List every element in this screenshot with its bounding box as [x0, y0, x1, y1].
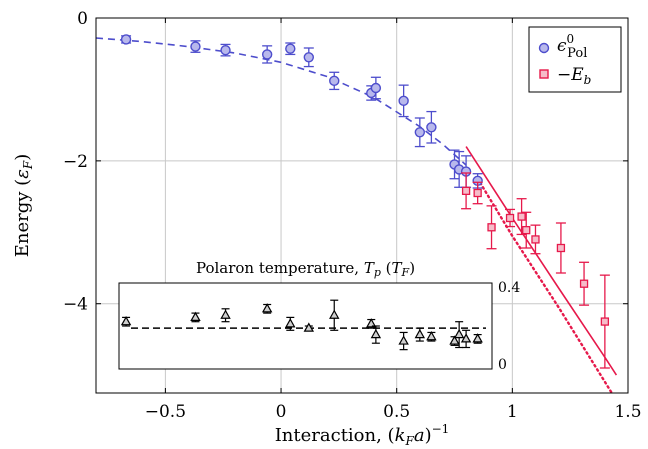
- inset-triangle-point: [449, 335, 460, 345]
- inset-title-part: (: [381, 259, 392, 277]
- inset-triangle-point: [398, 335, 409, 345]
- binding-point: [556, 243, 566, 253]
- y-axis-label-close: ): [12, 154, 33, 161]
- polaron-point: [329, 75, 340, 87]
- x-tick-label: 0.5: [383, 402, 410, 422]
- polaron-point: [398, 95, 409, 107]
- binding-point: [461, 186, 471, 196]
- legend-label-binding-sub: b: [584, 73, 592, 87]
- binding-point: [473, 188, 482, 198]
- y-axis-label-sub: F: [21, 160, 35, 170]
- y-tick-label: 0: [77, 9, 88, 29]
- polaron-point: [303, 52, 314, 63]
- inset-title-part: p: [374, 266, 381, 279]
- legend-box: [528, 26, 622, 93]
- inset-panel: Polaron temperature, Tp (TF)00.4: [118, 259, 520, 373]
- polaron-point: [120, 34, 132, 45]
- legend-marker-binding: [539, 69, 549, 79]
- inset-tick-label: 0: [498, 357, 507, 373]
- inset-triangle-point: [453, 328, 465, 339]
- binding-point: [579, 279, 589, 288]
- binding-theory-dotted: [476, 177, 613, 393]
- inset-title-part: F: [401, 266, 410, 279]
- inset-triangle-point: [190, 311, 201, 321]
- theory-curves: [95, 37, 618, 393]
- binding-point: [487, 223, 496, 232]
- inset-triangle-point: [414, 328, 426, 339]
- x-tick-label: −0.5: [145, 402, 186, 422]
- binding-point: [522, 225, 531, 235]
- inset-triangle-point: [220, 309, 231, 319]
- x-tick-label: 0: [276, 402, 287, 422]
- binding-point: [531, 235, 540, 244]
- inset-title-part: ): [409, 259, 415, 277]
- y-axis-label-text: Energy (: [12, 179, 33, 257]
- inset-title-part: T: [364, 259, 375, 277]
- x-axis-label-close: ): [425, 425, 432, 446]
- legend-label-polaron-sup: 0: [567, 32, 575, 46]
- inset-triangle-point: [460, 333, 472, 343]
- polaron-point: [220, 44, 231, 56]
- inset-title: Polaron temperature, Tp (TF): [196, 259, 415, 279]
- binding-point: [505, 213, 515, 223]
- binding-theory-solid: [465, 146, 618, 376]
- y-axis-label: Energy (εF): [12, 154, 35, 257]
- inset-tick-label: 0.4: [498, 280, 520, 296]
- inset-triangle-point: [329, 309, 340, 319]
- x-tick-label: 1.5: [614, 402, 641, 422]
- x-tick-label: 1: [507, 402, 518, 422]
- inset-title-part: T: [392, 259, 403, 277]
- inset-triangle-point: [303, 322, 315, 332]
- legend-marker-polaron: [538, 42, 550, 54]
- inset-triangle-point: [370, 328, 382, 339]
- plot-frame: [95, 17, 629, 394]
- legend-label-binding-minus: −: [557, 65, 571, 85]
- inset-triangle-point: [261, 303, 273, 313]
- inset-triangle-point: [472, 333, 483, 343]
- legend-label-polaron-sub: Pol: [567, 46, 587, 61]
- polaron-point: [370, 82, 382, 94]
- axis-ticks: −0.5 0 0.5 1 1.5 0 −2 −4: [63, 9, 642, 422]
- x-axis-label-sub: F: [405, 434, 415, 448]
- legend-label-polaron: ϵ0 Pol: [557, 32, 587, 61]
- legend-label-polaron-eps: ϵ: [557, 36, 567, 56]
- binding-point: [517, 212, 526, 221]
- data-points: [120, 34, 610, 369]
- polaron-point: [285, 43, 296, 54]
- x-axis-label-k: k: [395, 425, 406, 446]
- legend-label-binding-e: E: [570, 65, 584, 85]
- legend: ϵ0 Pol −Eb: [528, 26, 622, 93]
- binding-point: [600, 317, 610, 326]
- x-axis-label: Interaction, (kFa)−1: [275, 422, 450, 448]
- inset-triangle-point: [285, 318, 296, 328]
- y-tick-label: −4: [63, 295, 88, 315]
- inset-triangle-point: [426, 331, 437, 341]
- y-tick-label: −2: [63, 152, 88, 172]
- legend-label-binding: −Eb: [557, 65, 591, 87]
- inset-title-part: Polaron temperature,: [196, 259, 364, 277]
- x-axis-label-text: Interaction, (: [275, 425, 395, 446]
- y-axis-label-eps: ε: [12, 169, 33, 179]
- x-axis-label-a: a: [414, 425, 425, 446]
- polaron-point: [414, 127, 426, 138]
- polaron-point: [190, 41, 201, 52]
- x-axis-label-exp: −1: [432, 422, 450, 436]
- inset-triangle-point: [120, 315, 132, 326]
- polaron-point: [261, 49, 273, 60]
- polaron-point: [426, 122, 437, 133]
- inset-triangle-point: [366, 318, 377, 328]
